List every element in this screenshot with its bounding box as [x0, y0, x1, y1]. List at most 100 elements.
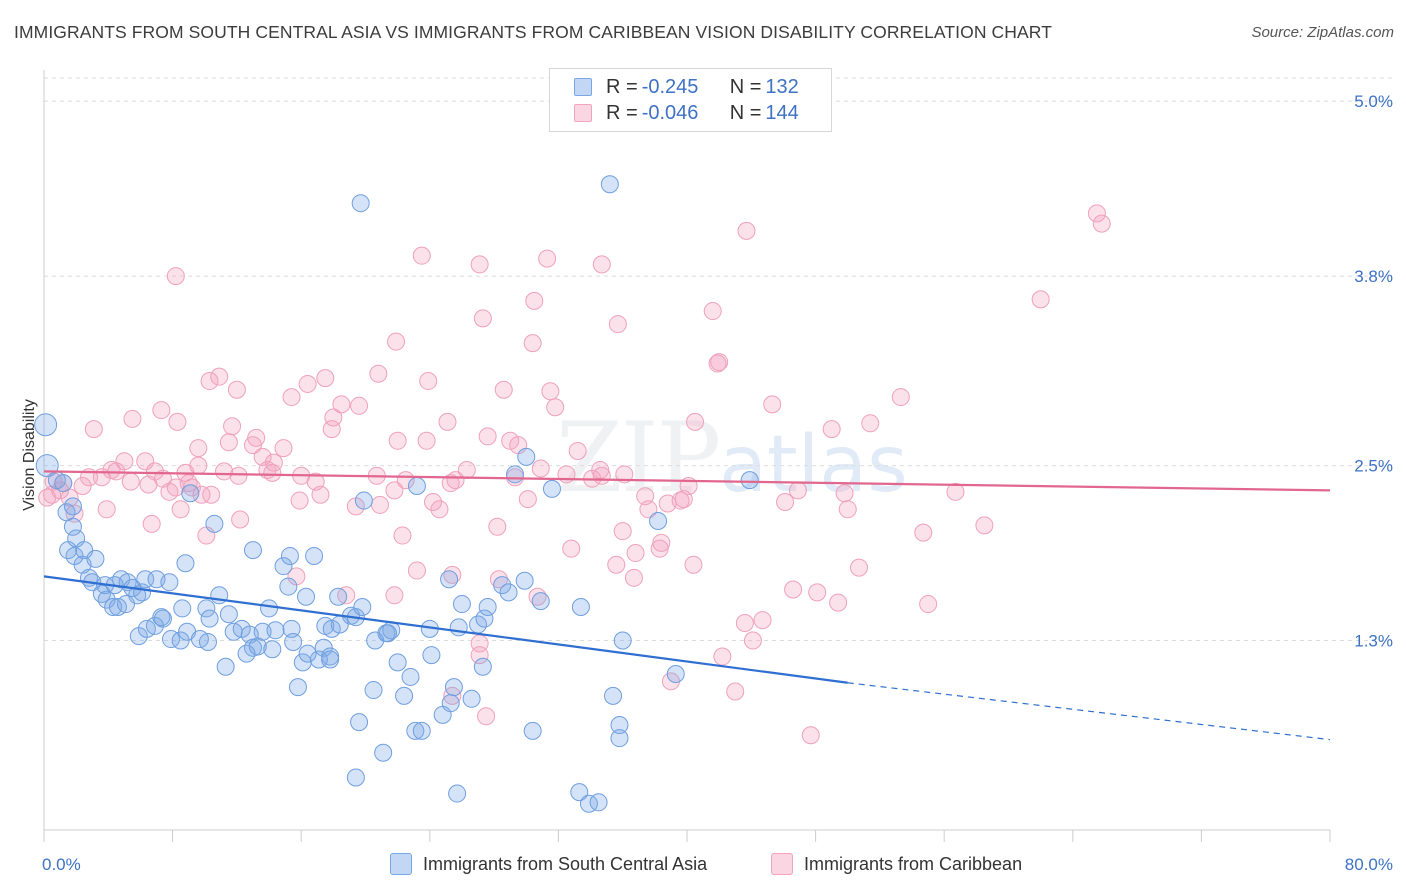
south-central-asia-point — [197, 599, 216, 618]
caribbean-point — [182, 478, 201, 497]
caribbean-point — [311, 485, 330, 504]
south-central-asia-point — [305, 546, 324, 565]
caribbean-point — [290, 491, 309, 510]
caribbean-point — [370, 495, 389, 514]
caribbean-point — [753, 611, 772, 630]
caribbean-point — [541, 382, 560, 401]
caribbean-point — [531, 459, 550, 478]
caribbean-point — [546, 398, 565, 417]
caribbean-point — [219, 433, 238, 452]
caribbean-point — [152, 401, 171, 420]
south-central-asia-point — [515, 571, 534, 590]
south-central-asia-point — [173, 599, 192, 618]
caribbean-point — [123, 409, 142, 428]
south-central-asia-point — [401, 667, 420, 686]
caribbean-point — [861, 414, 880, 433]
caribbean-point — [624, 568, 643, 587]
caribbean-point — [726, 682, 745, 701]
caribbean-point — [97, 500, 116, 519]
caribbean-point — [608, 315, 627, 334]
south-central-asia-point — [266, 621, 285, 640]
south-central-asia-point — [200, 609, 219, 628]
caribbean-point — [171, 500, 190, 519]
south-central-asia-point — [374, 743, 393, 762]
caribbean-point — [488, 517, 507, 536]
caribbean-point — [417, 431, 436, 450]
legend-n-label: N = — [729, 75, 762, 98]
caribbean-point — [202, 485, 221, 504]
caribbean-point — [324, 408, 343, 427]
trend-line-south-central-asia — [43, 575, 848, 684]
south-central-asia-point — [181, 484, 200, 503]
caribbean-point — [1087, 204, 1106, 223]
trend-line-south-central-asia-projection — [847, 682, 1331, 741]
y-tick-label: 3.8% — [1354, 267, 1393, 286]
caribbean-point — [192, 485, 211, 504]
caribbean-point — [776, 493, 795, 512]
caribbean-point — [247, 428, 266, 447]
south-central-asia-point — [473, 657, 492, 676]
south-central-asia-point — [253, 622, 272, 641]
caribbean-point — [412, 246, 431, 265]
caribbean-point — [838, 500, 857, 519]
south-central-asia-point — [478, 597, 497, 616]
south-central-asia-point — [740, 471, 759, 490]
caribbean-point — [684, 555, 703, 574]
axes — [43, 70, 1331, 842]
south-central-asia-point — [219, 605, 238, 624]
south-central-asia-point — [321, 650, 340, 669]
south-central-asia-point — [176, 554, 195, 573]
south-central-asia-point — [243, 541, 262, 560]
caribbean-point — [264, 453, 283, 472]
caribbean-point — [975, 516, 994, 535]
caribbean-point — [478, 427, 497, 446]
caribbean-point — [650, 539, 669, 558]
legend-swatch-blue — [574, 78, 592, 96]
caribbean-point — [473, 309, 492, 328]
bottom-legend-swatch-blue — [390, 853, 412, 875]
south-central-asia-point — [198, 632, 217, 651]
south-central-asia-point — [322, 619, 341, 638]
south-central-asia-point — [382, 621, 401, 640]
watermark-zip: ZIP — [556, 402, 721, 514]
caribbean-point — [142, 514, 161, 533]
south-central-asia-point — [444, 678, 463, 697]
legend-n-label: N = — [729, 101, 762, 124]
south-central-asia-point — [505, 465, 524, 484]
south-central-asia-point — [54, 474, 73, 493]
caribbean-point — [891, 388, 910, 407]
caribbean-point — [166, 267, 185, 286]
caribbean-point — [613, 522, 632, 541]
south-central-asia-point — [666, 665, 685, 684]
south-central-asia-point — [288, 678, 307, 697]
south-central-asia-point — [388, 653, 407, 672]
south-central-asia-point — [237, 644, 256, 663]
tick-labels: 1.3% 2.5% 3.8% 5.0% 0.0% 80.0% — [42, 92, 1393, 874]
south-central-asia-point — [475, 609, 494, 628]
caribbean-point — [385, 586, 404, 605]
y-tick-label: 1.3% — [1354, 632, 1393, 651]
caribbean-point — [282, 388, 301, 407]
south-central-asia-point — [493, 576, 512, 595]
caribbean-point — [227, 380, 246, 399]
south-central-asia-point — [531, 592, 550, 611]
south-central-asia-point — [448, 784, 467, 803]
caribbean-point — [316, 369, 335, 388]
y-axis-title: Vision Disability — [21, 399, 38, 511]
series-south-central-asia — [34, 175, 759, 813]
trend-line-caribbean — [43, 470, 1331, 492]
caribbean-point — [438, 412, 457, 431]
south-central-asia-point — [298, 644, 317, 663]
south-central-asia-point — [284, 632, 303, 651]
south-central-asia-point — [452, 595, 471, 614]
south-central-asia-point — [449, 618, 468, 637]
south-central-asia-point — [63, 517, 82, 536]
caribbean-point — [607, 555, 626, 574]
south-central-asia-point — [248, 637, 267, 656]
south-central-asia-point — [604, 686, 623, 705]
caribbean-point — [808, 583, 827, 602]
caribbean-point — [735, 614, 754, 633]
south-central-asia-point — [216, 657, 235, 676]
caribbean-point — [737, 221, 756, 240]
